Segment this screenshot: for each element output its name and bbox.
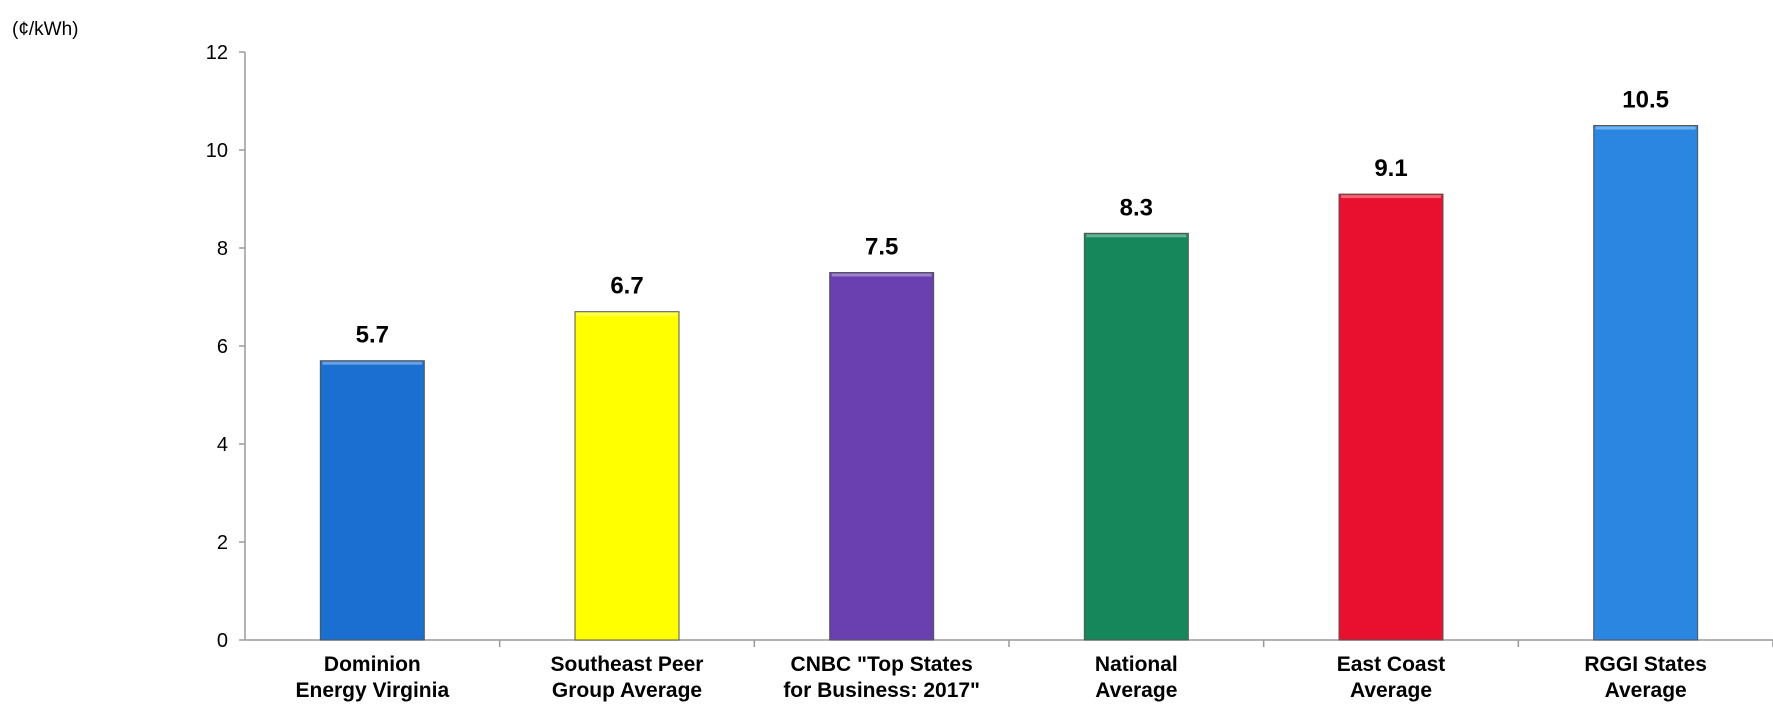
- x-tick-label-line: Southeast Peer: [551, 653, 704, 676]
- bar: [319, 360, 425, 641]
- data-label: 8.3: [1120, 194, 1153, 221]
- x-tick-label: RGGI States Average: [1584, 653, 1707, 702]
- data-label: 9.1: [1374, 155, 1407, 182]
- y-tick-label: 2: [217, 532, 228, 554]
- x-tick-label-line: Average: [1095, 679, 1177, 702]
- axes: 0 2 4 6 8 10 12: [206, 42, 1773, 652]
- y-tick-label: 8: [217, 238, 228, 260]
- data-label: 5.7: [356, 322, 389, 349]
- y-tick-label: 10: [206, 140, 228, 162]
- bar-highlight: [1595, 126, 1696, 130]
- x-tick-label-line: for Business: 2017": [783, 679, 980, 702]
- bar: [574, 311, 680, 641]
- bar: [1593, 125, 1699, 641]
- x-tick-label-line: National: [1095, 653, 1178, 676]
- bar-highlight: [577, 312, 677, 316]
- bar: [829, 272, 935, 641]
- bars: [319, 125, 1699, 641]
- bar-highlight: [1341, 195, 1441, 199]
- bar-highlight: [1086, 234, 1187, 238]
- bar-highlight: [831, 273, 932, 277]
- y-tick-label: 4: [217, 434, 228, 456]
- y-tick-label: 12: [206, 42, 228, 64]
- y-unit-label: (¢/kWh): [12, 19, 79, 40]
- x-tick-label-line: Energy Virginia: [295, 679, 449, 702]
- x-tick-label-line: Average: [1605, 679, 1687, 702]
- x-tick-label: CNBC "Top States for Business: 2017": [783, 653, 980, 702]
- x-tick-label: Southeast Peer Group Average: [551, 653, 704, 702]
- x-tick-label-line: Group Average: [552, 679, 702, 702]
- x-tick-label-line: Dominion: [324, 653, 421, 676]
- data-label: 10.5: [1622, 87, 1669, 114]
- x-tick-label: National Average: [1095, 653, 1178, 702]
- x-tick-label-line: Average: [1350, 679, 1432, 702]
- y-tick-label: 6: [217, 336, 228, 358]
- bar-highlight: [322, 361, 423, 365]
- bar: [1083, 232, 1189, 641]
- x-tick-label: East Coast Average: [1337, 653, 1446, 702]
- data-label: 7.5: [865, 234, 898, 261]
- y-tick-label: 0: [217, 630, 228, 652]
- x-tick-label: Dominion Energy Virginia: [295, 653, 449, 702]
- labels: 5.7 Dominion Energy Virginia 6.7 Southeast P…: [295, 87, 1706, 703]
- bar: [1338, 193, 1444, 641]
- data-label: 6.7: [610, 273, 643, 300]
- x-tick-label-line: East Coast: [1337, 653, 1446, 676]
- x-tick-label-line: RGGI States: [1584, 653, 1707, 676]
- x-tick-label-line: CNBC "Top States: [791, 653, 973, 676]
